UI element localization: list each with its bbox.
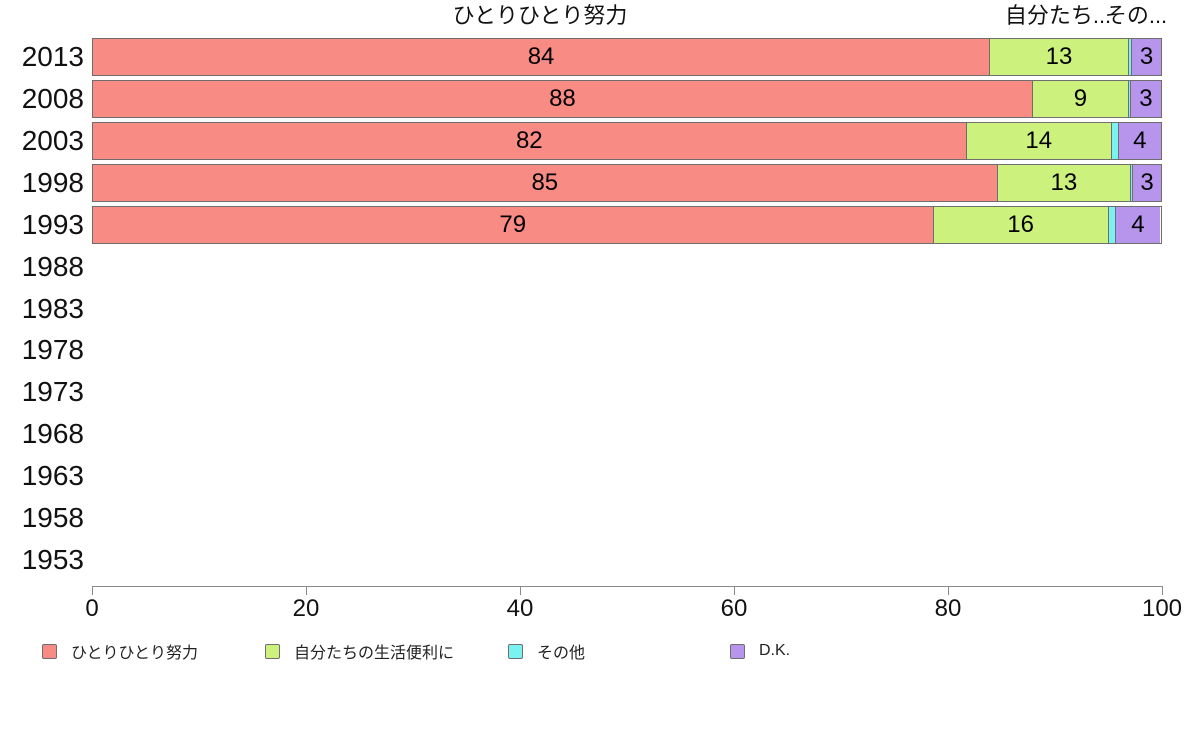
y-axis-label-1953: 1953: [21, 544, 84, 576]
legend-item-green[interactable]: 自分たちの生活便利に: [265, 643, 454, 662]
bar-value-label: 3: [1139, 43, 1154, 70]
y-axis-label-1988: 1988: [21, 250, 84, 282]
x-axis-tick-label: 20: [292, 595, 320, 622]
x-axis-tick: [1162, 586, 1163, 595]
legend-item-salmon[interactable]: ひとりひとり努力: [42, 643, 198, 662]
x-axis-tick: [306, 586, 307, 595]
bar-value-label: 9: [1073, 84, 1088, 112]
y-axis-label-1968: 1968: [21, 418, 84, 450]
bar-segment-2013-purple[interactable]: 3: [1131, 39, 1161, 75]
legend-label: その他: [537, 645, 586, 662]
bar-segment-1998-green[interactable]: 13: [997, 164, 1132, 201]
legend-item-cyan[interactable]: その他: [508, 643, 585, 662]
y-axis-label-1998: 1998: [21, 166, 84, 198]
bar-segment-1993-salmon[interactable]: 79: [93, 206, 934, 243]
column-header-label: 自分たち...: [1004, 3, 1112, 28]
x-axis-tick-label: 0: [85, 595, 99, 622]
bar-segment-2003-green[interactable]: 14: [966, 122, 1112, 159]
column-header-label: その...: [1104, 3, 1168, 28]
legend-swatch-cyan: [508, 643, 523, 659]
bar-segment-1993-green[interactable]: 16: [933, 206, 1109, 243]
bar-2003[interactable]: 82 14 4: [92, 121, 1162, 160]
bar-value-label: 13: [1045, 43, 1073, 70]
bar-segment-2008-green[interactable]: 9: [1032, 80, 1129, 117]
bar-1998[interactable]: 85 13 3: [92, 163, 1162, 202]
x-axis-line: [92, 586, 1162, 587]
bar-value-label: 84: [527, 43, 555, 70]
legend-item-purple[interactable]: D.K.: [730, 642, 791, 659]
bar-segment-2008-purple[interactable]: 3: [1130, 80, 1161, 117]
bar-value-label: 13: [1050, 168, 1078, 196]
y-axis-label-1993: 1993: [21, 208, 84, 240]
bar-value-label: 4: [1133, 126, 1147, 154]
x-axis-tick: [520, 586, 521, 595]
bar-segment-2008-cyan[interactable]: [1128, 80, 1130, 117]
x-axis-tick-label: 40: [506, 595, 534, 622]
bar-value-label: 79: [499, 210, 527, 238]
bar-value-label: 14: [1025, 126, 1053, 154]
legend-label: ひとりひとり努力: [71, 645, 199, 662]
bar-value-label: 88: [549, 84, 576, 112]
bar-value-label: 3: [1139, 84, 1153, 112]
bar-segment-1998-cyan[interactable]: [1131, 164, 1133, 201]
bar-segment-2008-salmon[interactable]: 88: [93, 80, 1033, 117]
bar-segment-1998-salmon[interactable]: 85: [93, 164, 998, 201]
x-axis-tick-label: 80: [934, 595, 962, 622]
x-axis-tick-label: 60: [720, 595, 748, 622]
bar-segment-2003-purple[interactable]: 4: [1117, 122, 1161, 159]
bar-value-label: 85: [531, 168, 559, 196]
bar-segment-2003-cyan[interactable]: [1111, 122, 1118, 159]
y-axis-label-1973: 1973: [21, 376, 84, 408]
bar-segment-2013-salmon[interactable]: 84: [93, 39, 991, 75]
bar-value-label: 4: [1131, 210, 1145, 238]
bar-2013[interactable]: 84 13 3: [92, 38, 1162, 76]
y-axis-label-2003: 2003: [21, 124, 84, 156]
y-axis-label-1983: 1983: [21, 292, 84, 324]
legend-swatch-salmon: [42, 643, 57, 659]
bar-segment-1993-cyan[interactable]: [1108, 206, 1115, 243]
bar-segment-2003-salmon[interactable]: 82: [93, 122, 967, 159]
bar-segment-2013-green[interactable]: 13: [990, 39, 1129, 75]
bar-value-label: 3: [1140, 168, 1154, 196]
bar-1993[interactable]: 79 16 4: [92, 205, 1162, 244]
bar-segment-1998-purple[interactable]: 3: [1132, 164, 1161, 201]
bar-segment-2013-cyan[interactable]: [1128, 39, 1132, 75]
bar-segment-1993-purple[interactable]: 4: [1114, 206, 1161, 243]
legend-swatch-purple: [730, 643, 745, 659]
column-header-label: ひとりひとり努力: [452, 3, 628, 28]
x-axis-tick-label: 100: [1141, 595, 1183, 622]
y-axis-label-1958: 1958: [21, 502, 84, 534]
y-axis-label-1963: 1963: [21, 460, 84, 492]
bar-2008[interactable]: 88 9 3: [92, 79, 1162, 118]
bar-value-label: 82: [515, 126, 543, 154]
legend-label: 自分たちの生活便利に: [294, 645, 455, 662]
y-axis-label-1978: 1978: [21, 334, 84, 366]
bar-value-label: 16: [1007, 210, 1034, 238]
y-axis-label-2008: 2008: [21, 82, 84, 114]
y-axis-label-2013: 2013: [21, 41, 84, 72]
legend-label: D.K.: [759, 642, 791, 659]
x-axis-tick: [948, 586, 949, 595]
x-axis-tick: [92, 586, 93, 595]
x-axis-tick: [734, 586, 735, 595]
legend-swatch-green: [265, 643, 280, 659]
